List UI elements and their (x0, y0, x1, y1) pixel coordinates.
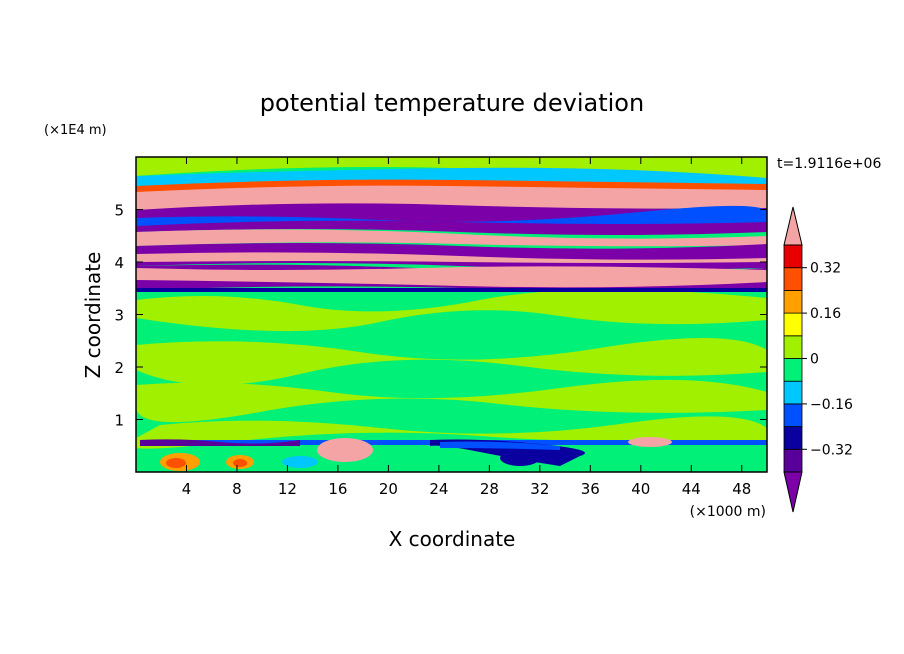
surface-blue (440, 441, 560, 450)
warm-blob-1 (317, 438, 373, 462)
time-label: t=1.9116e+06 (777, 156, 881, 172)
x-unit-label: (×1000 m) (690, 504, 766, 520)
colorbar-tick-label: 0.32 (810, 261, 841, 277)
cold-blob-1 (282, 456, 318, 468)
colorbar-band (783, 267, 803, 291)
colorbar-band (783, 380, 803, 405)
colorbar-band (783, 312, 803, 337)
y-tick-label: 4 (114, 254, 124, 272)
y-unit-label: (×1E4 m) (44, 123, 107, 138)
band-orange-1 (136, 179, 767, 192)
cold-blob-2 (500, 450, 540, 466)
x-tick-label: 48 (732, 480, 751, 498)
band-pink-2 (136, 229, 767, 247)
colorbar-band (783, 426, 803, 450)
x-tick-label: 12 (278, 480, 297, 498)
x-axis: 4 8 12 16 20 24 28 32 36 40 44 48 (182, 157, 751, 498)
x-tick-label: 40 (631, 480, 650, 498)
x-tick-label: 32 (530, 480, 549, 498)
x-tick-label: 28 (480, 480, 499, 498)
colorbar-tick-label: −0.32 (810, 442, 853, 458)
x-tick-label: 16 (328, 480, 347, 498)
band-blue-1 (136, 205, 767, 226)
y-tick-label: 5 (114, 202, 124, 220)
y-tick-label: 3 (114, 307, 124, 325)
surface-purple-left (140, 439, 300, 446)
y-axis: 1 2 3 4 5 (114, 202, 767, 430)
band-pink-1 (136, 181, 767, 210)
colorbar-band (783, 244, 803, 269)
x-tick-label: 36 (581, 480, 600, 498)
colorbar-band (783, 403, 803, 427)
colorbar-band (783, 289, 803, 314)
colorbar-tick-label: 0.16 (810, 306, 841, 322)
colorbar-tick-label: −0.16 (810, 397, 853, 413)
band-pink-3 (136, 252, 767, 263)
y-tick-label: 1 (114, 412, 124, 430)
x-tick-label: 20 (379, 480, 398, 498)
colorbar: 0.32 0.16 0 −0.16 −0.32 (783, 206, 853, 513)
colorbar-min-arrow (783, 471, 803, 513)
band-purple-1 (136, 203, 767, 235)
x-tick-label: 8 (232, 480, 242, 498)
x-tick-label: 24 (429, 480, 448, 498)
band-edge (136, 288, 767, 292)
colorbar-band (783, 448, 803, 473)
top-green (136, 157, 767, 178)
colorbar-max-arrow (783, 206, 803, 246)
chart-title: potential temperature deviation (260, 89, 644, 117)
warm-blob-2 (628, 437, 672, 447)
x-axis-label: X coordinate (389, 527, 516, 551)
y-axis-label: Z coordinate (81, 252, 105, 379)
lower-mottle (136, 289, 767, 449)
band-pink-4 (136, 266, 767, 288)
colorbar-band (783, 335, 803, 359)
x-tick-label: 4 (182, 480, 192, 498)
colorbar-tick-label: 0 (810, 352, 819, 368)
colorbar-band (783, 358, 803, 382)
y-tick-label: 2 (114, 359, 124, 377)
contour-field (136, 157, 767, 472)
x-tick-label: 44 (682, 480, 701, 498)
